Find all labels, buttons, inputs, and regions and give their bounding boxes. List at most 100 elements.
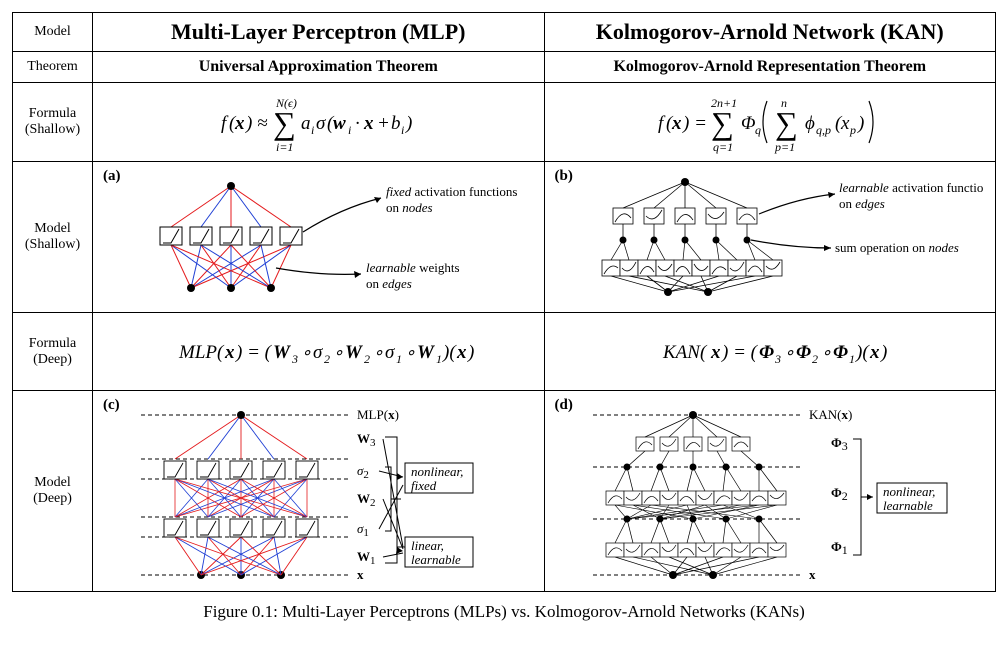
svg-text:Φ: Φ — [833, 342, 848, 363]
svg-text:Φ: Φ — [759, 342, 774, 363]
svg-text:σ: σ — [313, 342, 323, 363]
svg-text:Φ1: Φ1 — [831, 539, 848, 557]
svg-text:3: 3 — [291, 352, 298, 366]
svg-text:MLP(x): MLP(x) — [357, 407, 399, 422]
header-mlp: Multi-Layer Perceptron (MLP) — [93, 13, 545, 52]
svg-text:) =: ) = — [682, 113, 707, 134]
svg-text:σ2: σ2 — [357, 463, 369, 481]
svg-text:)(: )( — [855, 342, 870, 363]
panel-a-label: (a) — [103, 168, 121, 185]
svg-text:3: 3 — [774, 352, 781, 366]
svg-text:2: 2 — [324, 352, 330, 366]
diagram-kan-shallow: (b) — [544, 162, 996, 313]
svg-text:W3: W3 — [357, 431, 376, 449]
svg-text:x: x — [234, 113, 245, 134]
svg-text:∘: ∘ — [373, 343, 384, 362]
svg-text:KAN(x): KAN(x) — [809, 407, 852, 422]
svg-text:on edges: on edges — [366, 276, 412, 291]
formula-mlp-deep: MLP( x ) = ( W 3 ∘ σ 2 ∘ W 2 ∘ σ 1 ∘ W 1… — [93, 313, 545, 391]
svg-text:Φ2: Φ2 — [831, 485, 848, 503]
svg-text:nonlinear,: nonlinear, — [883, 484, 935, 499]
svg-text:2: 2 — [812, 352, 818, 366]
svg-text:): ) — [405, 113, 412, 134]
comparison-table: Model Multi-Layer Perceptron (MLP) Kolmo… — [12, 12, 996, 592]
svg-text:learnable weights: learnable weights — [366, 260, 460, 275]
svg-text:∑: ∑ — [775, 105, 798, 141]
svg-text:i: i — [311, 123, 314, 137]
svg-text:σ1: σ1 — [357, 521, 369, 539]
formula-kan-shallow: f ( x ) = 2n+1 ∑ q=1 Φ q n ∑ p=1 ϕ q,p (… — [544, 83, 996, 162]
svg-text:f: f — [221, 113, 229, 134]
svg-text:fixed: fixed — [411, 478, 437, 493]
svg-text:f: f — [658, 113, 666, 134]
svg-text:sum operation on nodes: sum operation on nodes — [835, 240, 959, 255]
svg-text:q,p: q,p — [816, 123, 831, 137]
svg-text:p=1: p=1 — [774, 140, 795, 154]
svg-text:on edges: on edges — [839, 196, 885, 211]
svg-text:W: W — [417, 342, 435, 363]
svg-text:a: a — [301, 113, 311, 134]
svg-text:)(: )( — [442, 342, 457, 363]
svg-text:learnable activation functions: learnable activation functions — [839, 180, 983, 195]
svg-text:W: W — [273, 342, 291, 363]
svg-text:) = (: ) = ( — [235, 342, 273, 363]
panel-d-label: (d) — [555, 397, 573, 414]
theorem-kan: Kolmogorov-Arnold Representation Theorem — [544, 52, 996, 83]
row-formula-shallow: Formula(Shallow) — [13, 83, 93, 162]
svg-text:ϕ: ϕ — [805, 113, 815, 134]
header-kan: Kolmogorov-Arnold Network (KAN) — [544, 13, 996, 52]
svg-text:x: x — [224, 342, 235, 363]
panel-b-label: (b) — [555, 168, 573, 185]
svg-text:x: x — [840, 113, 850, 134]
svg-text:Φ3: Φ3 — [831, 435, 848, 453]
theorem-mlp: Universal Approximation Theorem — [93, 52, 545, 83]
svg-text:1: 1 — [849, 352, 855, 366]
svg-text:σ: σ — [385, 342, 395, 363]
panel-c-label: (c) — [103, 397, 120, 414]
svg-text:) ≈: ) ≈ — [245, 113, 268, 134]
svg-text:2: 2 — [364, 352, 370, 366]
svg-text:W1: W1 — [357, 549, 376, 567]
svg-text:W: W — [345, 342, 363, 363]
svg-text:1: 1 — [436, 352, 442, 366]
svg-text:x: x — [363, 113, 374, 134]
svg-text:Φ: Φ — [741, 113, 755, 134]
svg-text:x: x — [671, 113, 682, 134]
svg-text:∘: ∘ — [301, 343, 312, 362]
row-model-deep: Model(Deep) — [13, 391, 93, 592]
svg-text:+: + — [377, 113, 390, 134]
svg-text:∘: ∘ — [784, 343, 795, 362]
svg-text:w: w — [333, 113, 346, 134]
svg-text:σ: σ — [316, 113, 326, 134]
svg-text:on nodes: on nodes — [386, 200, 433, 215]
svg-text:W2: W2 — [357, 491, 376, 509]
svg-text:learnable: learnable — [883, 498, 933, 513]
diagram-mlp-deep: (c) — [93, 391, 545, 592]
svg-text:b: b — [391, 113, 401, 134]
svg-text:∘: ∘ — [821, 343, 832, 362]
svg-text:x: x — [456, 342, 467, 363]
diagram-mlp-shallow: (a) — [93, 162, 545, 313]
svg-text:∘: ∘ — [333, 343, 344, 362]
svg-text:): ) — [857, 113, 864, 134]
svg-text:q: q — [755, 123, 761, 137]
svg-text:): ) — [467, 342, 474, 363]
row-formula-deep: Formula(Deep) — [13, 313, 93, 391]
svg-text:) = (: ) = ( — [721, 342, 759, 363]
svg-text:i: i — [348, 123, 351, 137]
svg-text:nonlinear,: nonlinear, — [411, 464, 463, 479]
svg-text:): ) — [880, 342, 887, 363]
figure-caption: Figure 0.1: Multi-Layer Perceptrons (MLP… — [12, 602, 996, 622]
svg-text:learnable: learnable — [411, 552, 461, 567]
row-model-shallow: Model(Shallow) — [13, 162, 93, 313]
svg-text:x: x — [809, 567, 816, 582]
svg-text:fixed activation functions: fixed activation functions — [386, 184, 517, 199]
svg-text:MLP(: MLP( — [178, 342, 225, 363]
row-theorem: Theorem — [13, 52, 93, 83]
svg-text:i: i — [401, 123, 404, 137]
svg-text:p: p — [849, 123, 856, 137]
svg-text:∑: ∑ — [273, 105, 296, 141]
diagram-kan-deep: (d) — [544, 391, 996, 592]
svg-text:linear,: linear, — [411, 538, 444, 553]
svg-text:∑: ∑ — [711, 105, 734, 141]
